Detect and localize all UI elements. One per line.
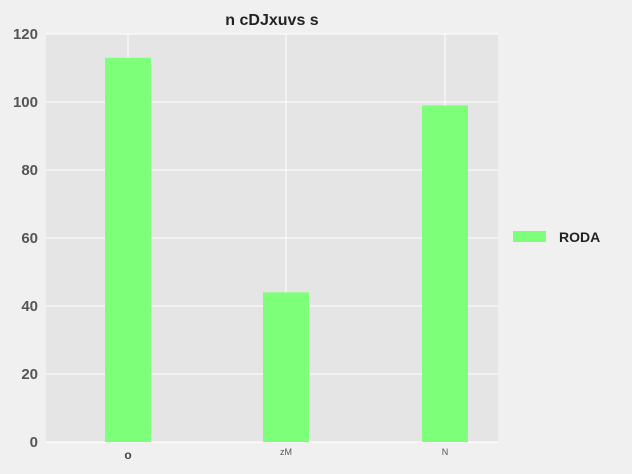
y-tick-label: 60 xyxy=(21,230,38,247)
x-tick-label: o xyxy=(124,448,131,462)
legend-label-roda: RODA xyxy=(559,229,600,245)
legend-swatch-roda xyxy=(513,231,546,242)
bar-o xyxy=(105,57,151,443)
chart-title: n cDJxuvs s xyxy=(225,12,318,29)
x-tick-label: N xyxy=(442,447,449,457)
x-axis-ticks: o zM N xyxy=(124,447,448,462)
y-tick-label: 20 xyxy=(21,366,38,383)
y-tick-label: 100 xyxy=(13,94,38,111)
bar-n xyxy=(422,105,468,443)
bar-zm xyxy=(263,292,309,442)
y-axis-ticks: 0 20 40 60 80 100 120 xyxy=(13,26,38,451)
bars-group xyxy=(105,57,468,443)
y-tick-label: 40 xyxy=(21,298,38,315)
y-tick-label: 80 xyxy=(21,162,38,179)
x-tick-label: zM xyxy=(280,447,292,457)
y-tick-label: 120 xyxy=(13,26,38,43)
legend: RODA xyxy=(513,229,600,245)
y-tick-label: 0 xyxy=(30,434,38,451)
